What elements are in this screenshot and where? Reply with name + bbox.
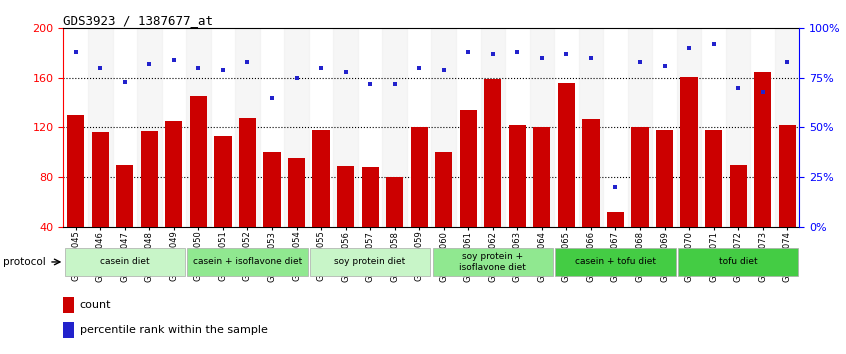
Text: casein + tofu diet: casein + tofu diet (575, 257, 656, 267)
Bar (165, 121, 183, 227)
Bar (778, 125, 796, 227)
Text: casein diet: casein diet (100, 257, 150, 267)
Bar (680, 76, 698, 227)
Bar (775, 28, 799, 227)
Bar (607, 212, 624, 227)
Bar (431, 28, 456, 227)
Bar (63, 322, 74, 338)
Text: GDS3923 / 1387677_at: GDS3923 / 1387677_at (63, 14, 213, 27)
Bar (386, 177, 404, 227)
Bar (239, 118, 256, 227)
Bar (288, 159, 305, 227)
Bar (361, 167, 379, 227)
Bar (310, 248, 431, 276)
Bar (235, 28, 260, 227)
Bar (533, 127, 551, 227)
Bar (435, 152, 453, 227)
Bar (754, 72, 772, 227)
Bar (190, 97, 207, 227)
Bar (186, 28, 211, 227)
Bar (432, 248, 553, 276)
Text: tofu diet: tofu diet (719, 257, 757, 267)
Bar (140, 131, 158, 227)
Bar (187, 248, 308, 276)
Bar (530, 28, 554, 227)
Text: count: count (80, 299, 111, 310)
Bar (263, 152, 281, 227)
Bar (656, 130, 673, 227)
Bar (382, 28, 407, 227)
Bar (337, 166, 354, 227)
Bar (705, 130, 722, 227)
Bar (726, 28, 750, 227)
Text: soy protein diet: soy protein diet (334, 257, 406, 267)
Text: soy protein +
isoflavone diet: soy protein + isoflavone diet (459, 252, 526, 272)
Bar (312, 130, 330, 227)
Bar (284, 28, 309, 227)
Text: percentile rank within the sample: percentile rank within the sample (80, 325, 267, 335)
Bar (579, 28, 603, 227)
Bar (459, 110, 477, 227)
Bar (116, 165, 134, 227)
Bar (678, 248, 799, 276)
Bar (91, 132, 109, 227)
Bar (508, 125, 526, 227)
Bar (63, 297, 74, 313)
Bar (67, 115, 85, 227)
Bar (631, 127, 649, 227)
Text: casein + isoflavone diet: casein + isoflavone diet (193, 257, 302, 267)
Bar (410, 127, 428, 227)
Bar (677, 28, 701, 227)
Bar (628, 28, 652, 227)
Bar (88, 28, 113, 227)
Bar (484, 79, 502, 227)
Bar (555, 248, 676, 276)
Text: protocol: protocol (3, 257, 46, 267)
Bar (729, 165, 747, 227)
Bar (214, 136, 232, 227)
Bar (64, 248, 185, 276)
Bar (137, 28, 162, 227)
Bar (333, 28, 358, 227)
Bar (481, 28, 505, 227)
Bar (582, 119, 600, 227)
Bar (558, 83, 575, 227)
